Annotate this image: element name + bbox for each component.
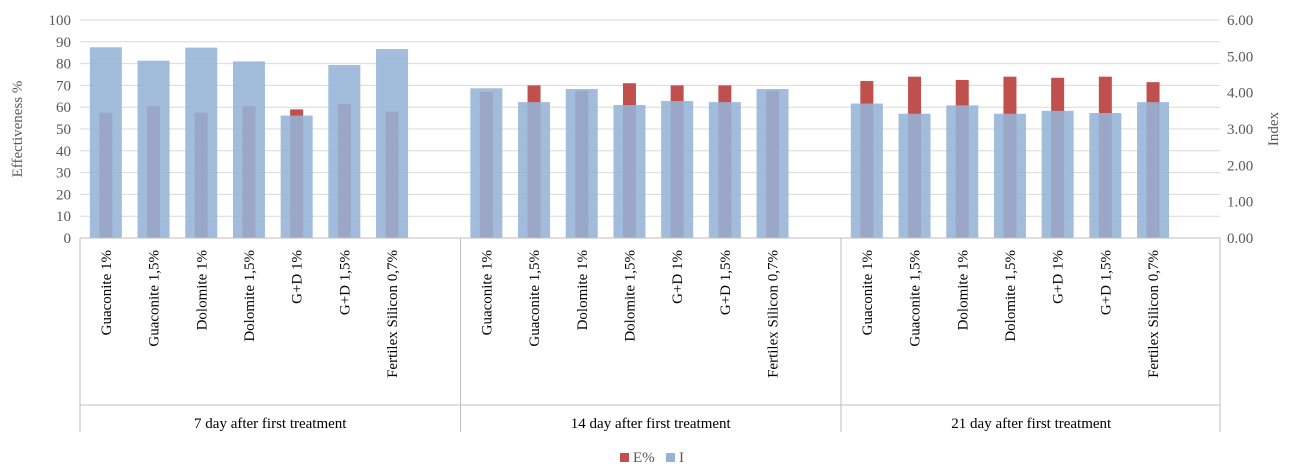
bar-index: [470, 88, 503, 238]
bar-index: [898, 113, 931, 238]
category-label: Guaconite 1,5%: [147, 250, 163, 347]
bar-index: [1089, 113, 1122, 238]
legend-swatch-e: [620, 453, 629, 462]
category-label: Fertilex Silicon 0,7%: [766, 250, 782, 378]
right-tick-label: 3.00: [1227, 122, 1253, 138]
bar-index: [376, 49, 409, 238]
legend: E% I: [620, 450, 684, 466]
category-label: Dolomite 1%: [955, 250, 971, 330]
bar-index: [946, 105, 979, 238]
category-label: G+D 1%: [290, 250, 306, 304]
legend-swatch-i: [666, 453, 675, 462]
group-label: 7 day after first treatment: [194, 416, 347, 432]
right-axis: 0.00 1.00 2.00 3.00 4.00 5.00 6.00: [1227, 13, 1253, 247]
group-label: 14 day after first treatment: [571, 416, 732, 432]
left-axis: 0 10 20 30 40 50 60 70 80 90 100: [49, 13, 72, 247]
group-label: 21 day after first treatment: [951, 416, 1112, 432]
category-label: Guaconite 1%: [99, 250, 115, 335]
right-tick-label: 5.00: [1227, 49, 1253, 65]
category-label: G+D 1%: [670, 250, 686, 304]
bar-index: [565, 89, 598, 239]
bar-index: [89, 47, 122, 238]
bar-index: [232, 61, 265, 238]
category-label: Dolomite 1,5%: [1003, 250, 1019, 342]
right-tick-label: 2.00: [1227, 158, 1253, 174]
right-axis-title: Index: [1266, 111, 1282, 146]
right-tick-label: 1.00: [1227, 195, 1253, 211]
right-tick-label: 4.00: [1227, 86, 1253, 102]
bar-index: [756, 89, 789, 239]
bar-index: [708, 102, 741, 238]
category-label: G+D 1,5%: [718, 250, 734, 315]
left-tick-label: 10: [56, 209, 71, 225]
category-label: Dolomite 1%: [575, 250, 591, 330]
gridlines: [80, 19, 1220, 239]
bar-index: [185, 47, 218, 238]
bar-index: [1137, 102, 1170, 238]
right-tick-label: 0.00: [1227, 231, 1253, 247]
left-tick-label: 80: [56, 57, 71, 73]
category-label: G+D 1,5%: [337, 250, 353, 315]
left-tick-label: 100: [49, 13, 72, 29]
left-tick-label: 90: [56, 35, 71, 51]
left-axis-title: Effectiveness %: [10, 81, 26, 178]
category-label: Guaconite 1,5%: [908, 250, 924, 347]
left-tick-label: 50: [56, 122, 71, 138]
category-label: Guaconite 1%: [860, 250, 876, 335]
bar-index: [518, 102, 551, 238]
index-series: [89, 47, 1170, 239]
category-label: Dolomite 1,5%: [242, 250, 258, 342]
left-tick-label: 20: [56, 187, 71, 203]
category-label: Dolomite 1%: [194, 250, 210, 330]
left-tick-label: 60: [56, 100, 71, 116]
category-label: Guaconite 1,5%: [527, 250, 543, 347]
bar-index: [850, 103, 883, 238]
category-label: Dolomite 1,5%: [622, 250, 638, 342]
left-tick-label: 70: [56, 78, 71, 94]
category-label: Fertilex Silicon 0,7%: [385, 250, 401, 378]
legend-label-e: E%: [633, 450, 655, 466]
bar-index: [661, 101, 694, 238]
bar-index: [137, 60, 170, 239]
category-axis: Guaconite 1% Guaconite 1,5% Dolomite 1% Dol…: [79, 238, 1221, 432]
left-tick-label: 0: [64, 231, 72, 247]
bar-index: [1041, 110, 1074, 238]
legend-label-i: I: [679, 450, 684, 466]
category-label: Fertilex Silicon 0,7%: [1146, 250, 1162, 378]
category-label: Guaconite 1%: [479, 250, 495, 335]
bar-index: [613, 105, 646, 239]
left-tick-label: 40: [56, 144, 71, 160]
category-label: G+D 1,5%: [1098, 250, 1114, 315]
right-tick-label: 6.00: [1227, 13, 1253, 29]
bar-index: [993, 113, 1026, 238]
category-label: G+D 1%: [1051, 250, 1067, 304]
bar-index: [280, 115, 313, 238]
bar-index: [328, 65, 361, 238]
left-tick-label: 30: [56, 166, 71, 182]
